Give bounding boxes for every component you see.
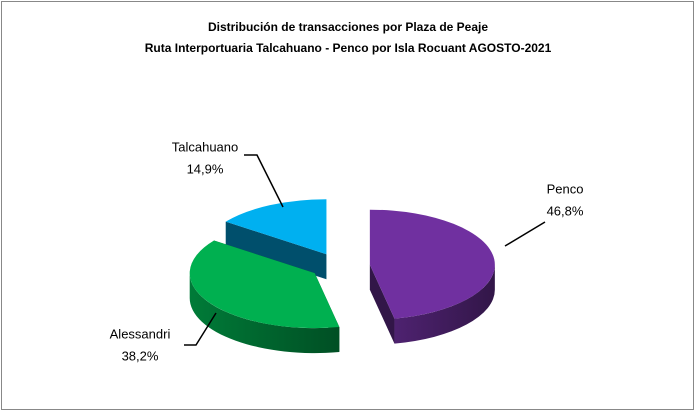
slice	[189, 240, 340, 329]
category-label: Talcahuano	[172, 139, 239, 154]
slice	[369, 209, 495, 319]
chart-title: Distribución de transacciones por Plaza …	[208, 20, 488, 34]
chart-subtitle: Ruta Interportuaria Talcahuano - Penco p…	[145, 41, 552, 55]
slice-side	[225, 221, 327, 280]
slice-side	[369, 264, 395, 344]
category-label: Alessandri	[110, 326, 171, 341]
category-label: Penco	[547, 181, 584, 196]
leader-line	[184, 312, 217, 346]
slice	[225, 199, 327, 255]
value-label: 46,8%	[547, 203, 584, 218]
slice-wall	[394, 264, 495, 344]
leader-line	[244, 154, 284, 208]
slice-wall	[189, 273, 340, 354]
value-label: 14,9%	[187, 161, 224, 176]
value-label: 38,2%	[122, 348, 159, 363]
leader-line	[504, 221, 546, 247]
